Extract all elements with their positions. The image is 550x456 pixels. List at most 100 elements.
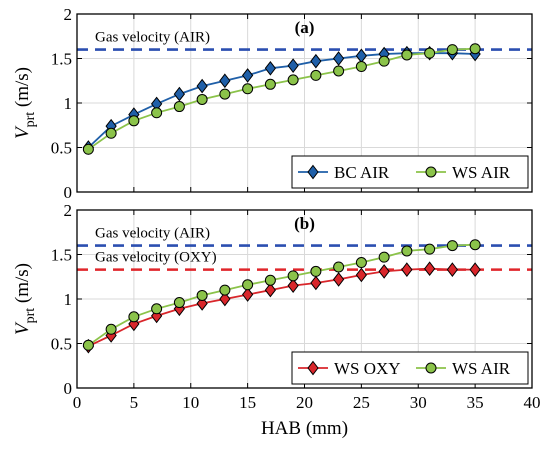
data-point [310, 275, 322, 291]
data-point [423, 261, 436, 277]
legend-marker [425, 362, 437, 374]
data-point [333, 65, 345, 77]
y-tick-label: 0 [64, 379, 73, 398]
data-point [219, 284, 231, 296]
panel-a: Gas velocity (AIR) (a) 0 0.5 1 1.5 2 Vprt (m/s)… [12, 5, 533, 202]
data-point [401, 262, 413, 277]
legend: WS OXY WS AIR [291, 351, 529, 385]
x-tick-label: 30 [410, 393, 427, 412]
data-point [355, 61, 367, 73]
data-point [264, 274, 276, 286]
data-point [151, 303, 163, 315]
y-tick-label: 0.5 [51, 335, 72, 354]
data-point [469, 239, 481, 251]
legend-entry: WS OXY [334, 359, 401, 378]
data-point [242, 83, 254, 95]
x-tick-label: 40 [524, 393, 541, 412]
x-axis-label: HAB (mm) [261, 418, 348, 439]
y-tick-label: 2 [64, 201, 73, 220]
data-point [173, 86, 186, 102]
y-tick-label: 1.5 [51, 246, 72, 265]
legend-entry: BC AIR [334, 163, 390, 182]
data-point [287, 278, 299, 293]
data-point [287, 270, 299, 282]
data-point [310, 53, 322, 69]
data-point [378, 251, 390, 263]
data-point [378, 55, 390, 67]
x-tick-label: 10 [182, 393, 199, 412]
data-point [196, 78, 208, 94]
x-tick-label: 35 [467, 393, 484, 412]
data-point [401, 245, 413, 257]
y-axis-label: Vprt (m/s) [12, 263, 38, 335]
data-point [378, 264, 390, 279]
gas-velocity-label: Gas velocity (AIR) [95, 226, 210, 242]
data-point [242, 279, 254, 291]
data-point [264, 60, 277, 76]
data-point [310, 69, 322, 81]
x-tick-label: 15 [239, 393, 256, 412]
data-point [446, 44, 458, 56]
data-point [264, 78, 276, 90]
data-point [332, 272, 345, 287]
y-tick-label: 1 [64, 94, 73, 113]
legend-box [291, 351, 529, 385]
data-point [219, 291, 231, 307]
gas-velocity-label: Gas velocity (OXY) [95, 250, 217, 266]
series-ws-air [82, 43, 481, 155]
data-point [82, 339, 94, 351]
data-point [355, 257, 367, 269]
y-tick-label: 1.5 [51, 50, 72, 69]
panel-b: Gas velocity (AIR) Gas velocity (OXY) (b) 0… [12, 201, 541, 439]
data-point [424, 243, 436, 255]
legend-marker [425, 166, 437, 178]
x-tick-label: 25 [353, 393, 370, 412]
data-point [151, 107, 163, 119]
data-point [241, 287, 254, 302]
data-point [196, 93, 208, 105]
data-point [333, 261, 345, 273]
legend-marker [307, 360, 319, 376]
y-tick-label: 0 [64, 183, 73, 202]
gas-velocity-label: Gas velocity (AIR) [95, 30, 210, 46]
data-point [287, 58, 299, 73]
legend-entry: WS AIR [452, 163, 511, 182]
panel-label: (b) [294, 214, 315, 233]
x-tick-label: 5 [130, 393, 139, 412]
data-point [82, 143, 94, 155]
data-point [310, 265, 322, 277]
data-point [469, 262, 481, 277]
x-tick-label: 0 [73, 393, 82, 412]
data-point [469, 43, 481, 55]
data-point [446, 262, 459, 277]
series-ws-air [82, 239, 481, 351]
panel-label: (a) [295, 18, 315, 37]
data-point [128, 311, 140, 323]
legend-marker [307, 164, 319, 180]
data-point [173, 297, 185, 309]
y-tick-label: 2 [64, 5, 73, 24]
data-point [128, 115, 140, 127]
data-point [446, 240, 458, 252]
data-point [332, 51, 345, 66]
x-tick-label: 20 [296, 393, 313, 412]
y-axis-label: Vprt (m/s) [12, 67, 38, 139]
data-point [105, 323, 117, 335]
data-point [355, 267, 368, 283]
data-point [196, 289, 208, 301]
legend-entry: WS AIR [452, 359, 511, 378]
legend-box [291, 155, 529, 189]
data-point [287, 74, 299, 86]
data-point [173, 101, 185, 113]
data-point [424, 47, 436, 59]
data-point [219, 73, 231, 89]
y-tick-label: 1 [64, 290, 73, 309]
y-tick-label: 0.5 [51, 139, 72, 158]
data-point [219, 88, 231, 100]
data-point [264, 282, 277, 298]
data-point [241, 68, 254, 83]
data-point [105, 127, 117, 139]
data-point [401, 49, 413, 61]
legend: BC AIR WS AIR [291, 155, 529, 189]
